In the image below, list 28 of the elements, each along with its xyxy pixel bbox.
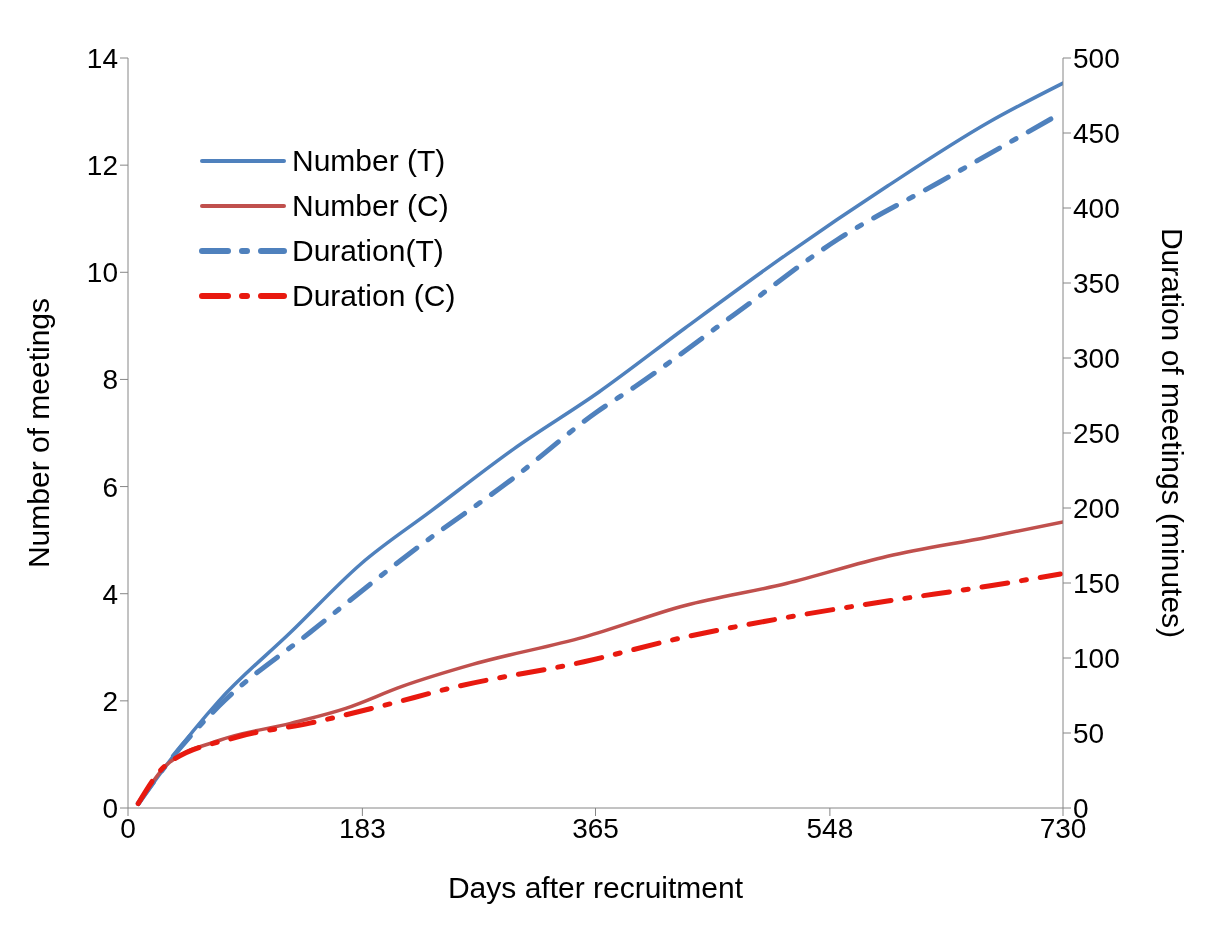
y2-axis-title: Duration of meetings (minutes) <box>1156 227 1190 639</box>
legend-label: Number (C) <box>292 188 449 223</box>
y2-tick-label: 350 <box>1073 267 1120 299</box>
y2-tick-label: 50 <box>1073 717 1105 749</box>
y2-tick-label: 300 <box>1073 342 1120 374</box>
y-tick-label: 2 <box>102 685 118 717</box>
y-axis-title: Number of meetings <box>21 297 55 569</box>
y2-tick-label: 250 <box>1073 417 1120 449</box>
y-tick-label: 4 <box>102 578 118 610</box>
y-tick-label: 12 <box>86 150 118 182</box>
y2-tick-label: 400 <box>1073 192 1120 224</box>
y2-tick-label: 100 <box>1073 642 1120 674</box>
y-tick-label: 14 <box>86 42 118 74</box>
x-tick-label: 365 <box>572 812 619 844</box>
y-tick-label: 8 <box>102 364 118 396</box>
legend-label: Duration (C) <box>292 278 456 313</box>
x-tick-label: 548 <box>806 812 854 844</box>
y2-tick-label: 450 <box>1073 117 1120 149</box>
x-axis-title: Days after recruitment <box>447 871 744 904</box>
x-tick-label: 183 <box>339 812 386 844</box>
y-tick-label: 6 <box>102 471 118 503</box>
y2-tick-label: 150 <box>1073 567 1120 599</box>
y-tick-label: 10 <box>86 257 118 289</box>
legend-label: Number (T) <box>292 143 446 178</box>
y-tick-label: 0 <box>102 792 118 824</box>
legend-label: Duration(T) <box>292 233 444 268</box>
y2-tick-label: 500 <box>1073 42 1120 74</box>
y2-tick-label: 200 <box>1073 492 1120 524</box>
